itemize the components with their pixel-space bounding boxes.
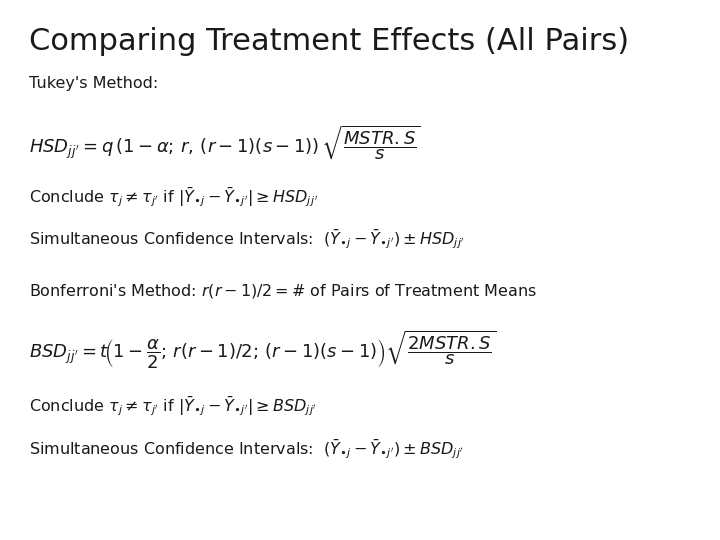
Text: Conclude $\tau_j \neq \tau_{j'}$ if $|\bar{Y}_{\bullet j} - \bar{Y}_{\bullet j'}: Conclude $\tau_j \neq \tau_{j'}$ if $|\b… — [29, 394, 317, 418]
Text: Simultaneous Confidence Intervals:  $(\bar{Y}_{\bullet j} - \bar{Y}_{\bullet j'}: Simultaneous Confidence Intervals: $(\ba… — [29, 437, 464, 461]
Text: Simultaneous Confidence Intervals:  $(\bar{Y}_{\bullet j} - \bar{Y}_{\bullet j'}: Simultaneous Confidence Intervals: $(\ba… — [29, 227, 465, 251]
Text: $HSD_{jj'} = q\,(1-\alpha;\,r,\,(r-1)(s-1))\,\sqrt{\dfrac{MSTR.S}{s}}$: $HSD_{jj'} = q\,(1-\alpha;\,r,\,(r-1)(s-… — [29, 124, 420, 163]
Text: Bonferroni's Method: $r(r-1)/2 = \#$ of Pairs of Treatment Means: Bonferroni's Method: $r(r-1)/2 = \#$ of … — [29, 281, 537, 300]
Text: $BSD_{jj'} = t\!\left(1-\dfrac{\alpha}{2};\,r(r-1)/2;\,(r-1)(s-1)\right)\sqrt{\d: $BSD_{jj'} = t\!\left(1-\dfrac{\alpha}{2… — [29, 329, 496, 371]
Text: Conclude $\tau_j \neq \tau_{j'}$ if $|\bar{Y}_{\bullet j} - \bar{Y}_{\bullet j'}: Conclude $\tau_j \neq \tau_{j'}$ if $|\b… — [29, 185, 318, 209]
Text: Comparing Treatment Effects (All Pairs): Comparing Treatment Effects (All Pairs) — [29, 27, 629, 56]
Text: Tukey's Method:: Tukey's Method: — [29, 76, 158, 91]
